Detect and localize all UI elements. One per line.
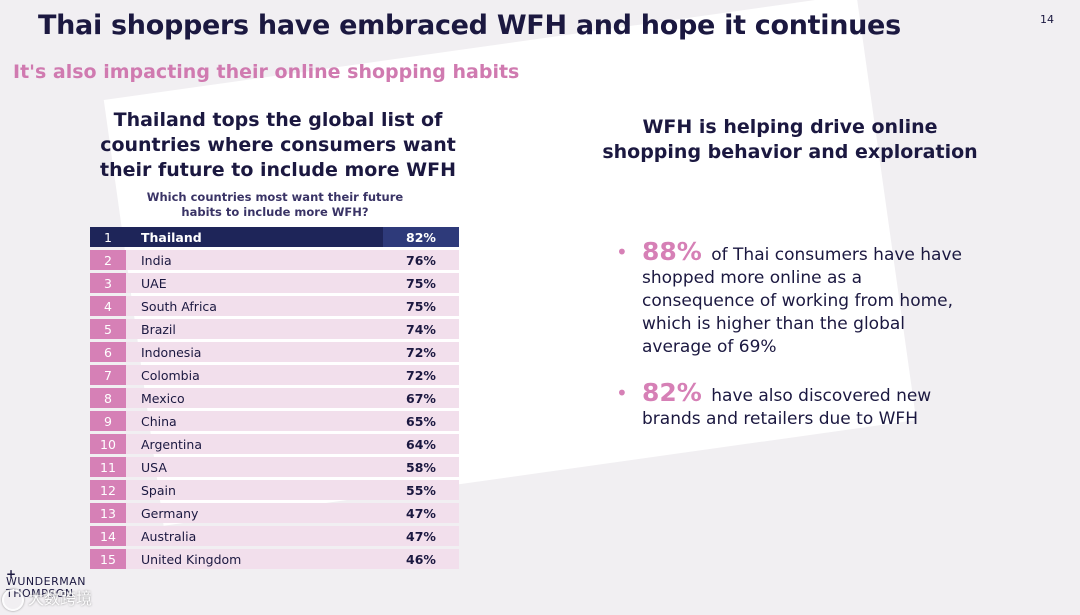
bullet-dot-icon: • [616, 381, 628, 405]
rank-cell: 11 [90, 457, 126, 477]
country-cell: India [126, 250, 383, 270]
logo-plus-icon: + [6, 567, 17, 581]
table-row: 9 China 65% [90, 411, 459, 431]
rank-cell: 10 [90, 434, 126, 454]
percent-cell: 75% [383, 273, 459, 293]
country-ranking-table: 1 Thailand 82% 2 India 76% 3 UAE 75% 4 S… [90, 224, 459, 572]
slide-title: Thai shoppers have embraced WFH and hope… [38, 10, 901, 41]
percent-cell: 65% [383, 411, 459, 431]
percent-cell: 76% [383, 250, 459, 270]
rank-cell: 13 [90, 503, 126, 523]
country-cell: Thailand [126, 227, 383, 247]
rank-cell: 14 [90, 526, 126, 546]
country-cell: UAE [126, 273, 383, 293]
percent-cell: 58% [383, 457, 459, 477]
stat-value: 82% [642, 378, 702, 407]
bullet-dot-icon: • [616, 240, 628, 264]
table-row: 13 Germany 47% [90, 503, 459, 523]
table-row: 2 India 76% [90, 250, 459, 270]
stat-value: 88% [642, 237, 702, 266]
rank-cell: 9 [90, 411, 126, 431]
table-row: 4 South Africa 75% [90, 296, 459, 316]
watermark-logo-icon [2, 588, 24, 611]
country-cell: South Africa [126, 296, 383, 316]
stat-text: have also discovered new brands and reta… [642, 386, 932, 429]
country-cell: Argentina [126, 434, 383, 454]
table-row: 15 United Kingdom 46% [90, 549, 459, 569]
stat-bullet: • 82% have also discovered new brands an… [612, 378, 972, 431]
slide-subtitle: It's also impacting their online shoppin… [13, 61, 520, 83]
rank-cell: 4 [90, 296, 126, 316]
country-cell: United Kingdom [126, 549, 383, 569]
rank-cell: 3 [90, 273, 126, 293]
rank-cell: 1 [90, 227, 126, 247]
percent-cell: 64% [383, 434, 459, 454]
country-cell: China [126, 411, 383, 431]
table-row: 3 UAE 75% [90, 273, 459, 293]
left-heading: Thailand tops the global list of countri… [99, 109, 457, 181]
percent-cell: 72% [383, 365, 459, 385]
percent-cell: 47% [383, 503, 459, 523]
rank-cell: 5 [90, 319, 126, 339]
table-row: 5 Brazil 74% [90, 319, 459, 339]
table-row: 11 USA 58% [90, 457, 459, 477]
percent-cell: 72% [383, 342, 459, 362]
country-cell: Indonesia [126, 342, 383, 362]
table-row: 1 Thailand 82% [90, 227, 459, 247]
rank-cell: 7 [90, 365, 126, 385]
table-row: 14 Australia 47% [90, 526, 459, 546]
percent-cell: 67% [383, 388, 459, 408]
table-question: Which countries most want their future h… [146, 190, 404, 219]
percent-cell: 55% [383, 480, 459, 500]
stats-list: • 88% of Thai consumers have have shoppe… [612, 237, 972, 431]
country-cell: Spain [126, 480, 383, 500]
rank-cell: 15 [90, 549, 126, 569]
watermark-text: 大数跨境 [28, 589, 93, 608]
rank-cell: 8 [90, 388, 126, 408]
percent-cell: 74% [383, 319, 459, 339]
country-cell: Brazil [126, 319, 383, 339]
country-cell: Australia [126, 526, 383, 546]
table-row: 10 Argentina 64% [90, 434, 459, 454]
page-number: 14 [1040, 13, 1054, 26]
table-row: 6 Indonesia 72% [90, 342, 459, 362]
percent-cell: 82% [383, 227, 459, 247]
table-row: 12 Spain 55% [90, 480, 459, 500]
right-heading: WFH is helping drive online shopping beh… [602, 116, 978, 163]
country-cell: Colombia [126, 365, 383, 385]
stat-bullet: • 88% of Thai consumers have have shoppe… [612, 237, 972, 359]
logo-line-1: WUNDERMAN [6, 575, 86, 588]
watermark: 大数跨境 [2, 585, 92, 611]
table-row: 8 Mexico 67% [90, 388, 459, 408]
percent-cell: 47% [383, 526, 459, 546]
country-cell: Mexico [126, 388, 383, 408]
percent-cell: 75% [383, 296, 459, 316]
percent-cell: 46% [383, 549, 459, 569]
rank-cell: 6 [90, 342, 126, 362]
rank-cell: 12 [90, 480, 126, 500]
country-cell: USA [126, 457, 383, 477]
stat-text: of Thai consumers have have shopped more… [642, 245, 962, 357]
table-row: 7 Colombia 72% [90, 365, 459, 385]
rank-cell: 2 [90, 250, 126, 270]
country-cell: Germany [126, 503, 383, 523]
